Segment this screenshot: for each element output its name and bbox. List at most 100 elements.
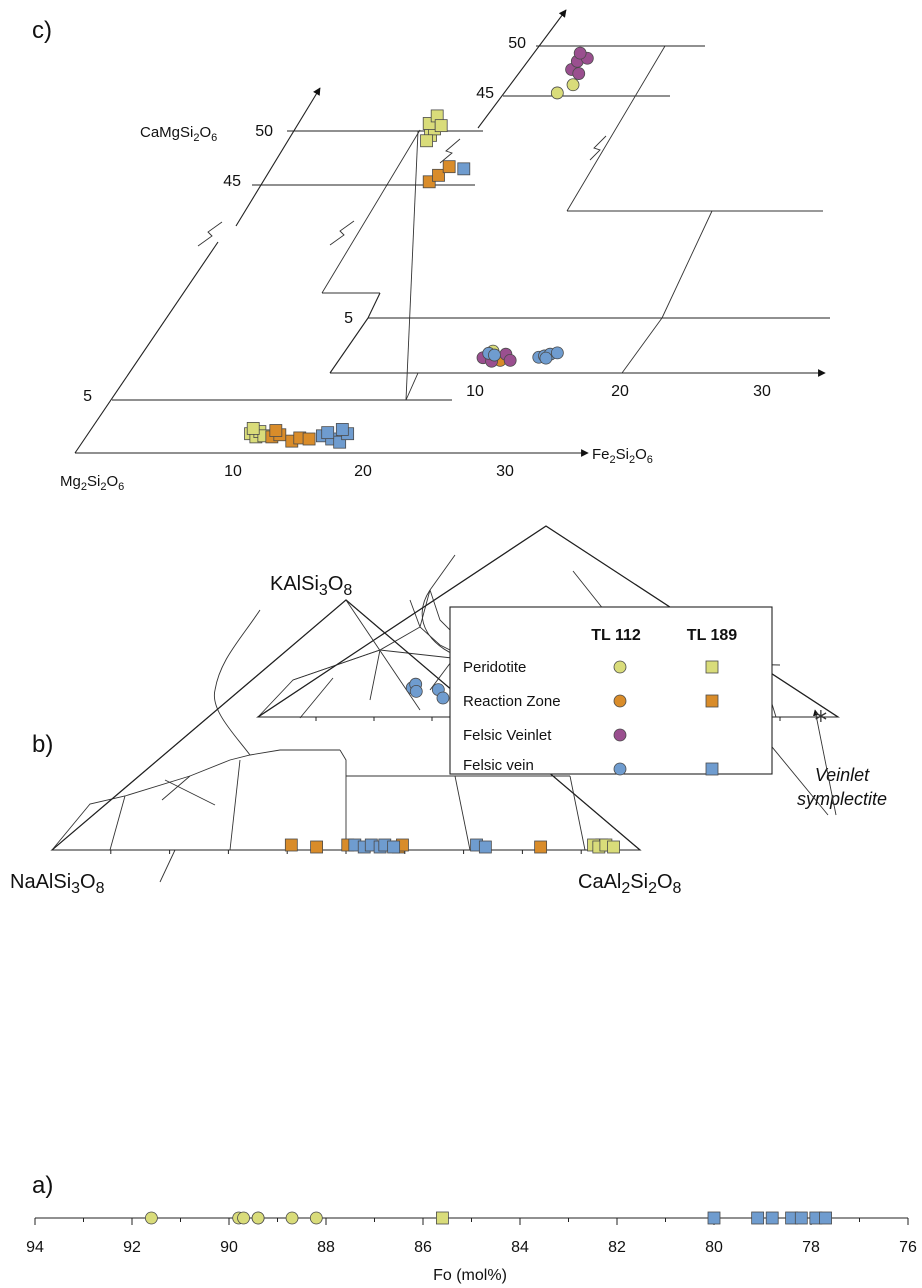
a-tl189-felsic-vein-point bbox=[794, 1211, 808, 1225]
legend-row-peridotite: Peridotite bbox=[463, 659, 526, 676]
y-axis-label-camgsi2o6: CaMgSi2O6 bbox=[140, 124, 217, 144]
front-y-axis-lower bbox=[74, 241, 219, 454]
panel-c-back-frame bbox=[321, 9, 830, 377]
fo-axis-ticks: 94 92 90 88 86 84 82 80 78 76 bbox=[26, 1218, 917, 1256]
ternary-back-field-1 bbox=[572, 570, 605, 611]
back-y-axis-lower bbox=[329, 317, 369, 374]
legend-marker-tl112-felsic-vein bbox=[613, 762, 627, 776]
a-tl112-peridotite-point bbox=[237, 1211, 250, 1225]
c-back-peridotite-point bbox=[550, 86, 564, 100]
back-y-tick-45: 45 bbox=[476, 85, 494, 102]
back-x-tick-10: 10 bbox=[466, 383, 484, 400]
ternary-front-field-9 bbox=[339, 749, 347, 850]
back-x-tick-30: 30 bbox=[753, 383, 771, 400]
a-tl112-peridotite-point bbox=[251, 1211, 265, 1225]
ternary-front-field-5 bbox=[159, 849, 176, 883]
c-front-reaction-zone-point bbox=[302, 432, 316, 446]
panel-a: a) 94 92 90 88 86 84 82 80 78 76 Fo (mol%) bbox=[26, 1172, 917, 1284]
legend-col-tl112: TL 112 bbox=[591, 627, 641, 644]
a-tl189-felsic-vein-point bbox=[819, 1211, 832, 1225]
back-ref-diagonal-upper bbox=[566, 45, 666, 212]
back-y-tick-50: 50 bbox=[508, 35, 526, 52]
legend: TL 112 TL 189 Peridotite Reaction Zone F… bbox=[449, 606, 773, 776]
fo-tick-label: 78 bbox=[802, 1239, 820, 1256]
b-tl189-peridotite-point bbox=[607, 840, 620, 854]
c-front-peridotite-point bbox=[246, 421, 260, 435]
x-axis-label-fe2si2o6: Fe2Si2O6 bbox=[592, 446, 653, 466]
apex-label-naalsi3o8: NaAlSi3O8 bbox=[10, 871, 105, 897]
panel-b-label: b) bbox=[32, 731, 53, 758]
front-break-mark bbox=[197, 221, 223, 247]
fo-tick-label: 84 bbox=[511, 1239, 529, 1256]
c-back-felsic-vein-point bbox=[550, 346, 564, 360]
panel-c: c) bbox=[32, 9, 830, 493]
annotation-veinlet-symplectite: Veinlet symplectite bbox=[797, 765, 887, 809]
ternary-front-field-7 bbox=[213, 609, 261, 756]
ternary-front-field-12 bbox=[569, 775, 586, 851]
apex-label-kalsi3o8: KAlSi3O8 bbox=[270, 573, 352, 599]
legend-marker-tl189-peridotite bbox=[705, 660, 719, 674]
back-y-axis-upper bbox=[477, 9, 567, 129]
legend-marker-tl112-felsic-veinlet bbox=[613, 728, 627, 742]
a-tl112-peridotite-point bbox=[144, 1211, 158, 1225]
apex-label-caal2si2o8: CaAl2Si2O8 bbox=[578, 871, 682, 897]
front-y-tick-5: 5 bbox=[83, 388, 92, 405]
c-back-felsic-veinlet-point bbox=[572, 67, 586, 80]
ternary-front-field-3 bbox=[109, 795, 126, 851]
c-front-peridotite-point bbox=[420, 134, 433, 148]
back-x-tick-20: 20 bbox=[611, 383, 629, 400]
front-ref-line bbox=[405, 130, 419, 401]
panel-c-tick-labels: 10 20 30 5 45 50 10 20 30 5 45 50 bbox=[83, 35, 771, 480]
b-tl112-felsic-vein-point bbox=[436, 691, 450, 705]
origin-label-mg2si2o6: Mg2Si2O6 bbox=[60, 473, 124, 493]
ternary-front-field-11 bbox=[454, 775, 471, 851]
a-tl189-felsic-vein-point bbox=[751, 1211, 765, 1225]
legend-box bbox=[449, 606, 773, 775]
b-tl189-felsic-vein-point bbox=[478, 840, 492, 854]
c-front-peridotite-point bbox=[434, 119, 448, 133]
c-front-felsic-vein-point bbox=[321, 426, 335, 440]
back-break-mark-right bbox=[589, 135, 607, 161]
b-tl189-reaction-zone-point bbox=[534, 840, 548, 854]
legend-row-reaction-zone: Reaction Zone bbox=[463, 693, 561, 710]
a-tl189-peridotite-point bbox=[435, 1211, 449, 1225]
panel-a-label: a) bbox=[32, 1172, 53, 1199]
fo-tick-label: 92 bbox=[123, 1239, 141, 1256]
c-back-felsic-veinlet-point bbox=[573, 46, 587, 60]
b-tl189-felsic-vein-point bbox=[387, 840, 401, 854]
c-back-felsic-veinlet-point bbox=[503, 353, 517, 367]
legend-col-tl189: TL 189 bbox=[687, 627, 738, 644]
c-front-reaction-zone-point bbox=[432, 168, 445, 182]
ternary-back-field-6 bbox=[429, 554, 456, 591]
front-break-mark-2 bbox=[329, 220, 355, 246]
back-y-tick-5: 5 bbox=[344, 310, 353, 327]
c-front-reaction-zone-point bbox=[442, 160, 456, 174]
panel-c-front-points bbox=[244, 109, 471, 449]
ternary-front-field-4 bbox=[189, 749, 340, 777]
b-tl189-reaction-zone-point bbox=[310, 840, 324, 854]
c-back-felsic-vein-point bbox=[539, 351, 553, 365]
back-gap-box-left bbox=[321, 129, 421, 294]
a-tl189-felsic-vein-point bbox=[707, 1211, 721, 1225]
panel-c-back-points bbox=[476, 46, 594, 368]
legend-markers bbox=[613, 660, 719, 776]
ternary-front-field-6 bbox=[229, 759, 241, 851]
a-tl189-felsic-vein-point bbox=[765, 1211, 779, 1225]
panel-c-front-frame bbox=[74, 87, 589, 457]
fo-tick-label: 82 bbox=[608, 1239, 626, 1256]
legend-marker-tl112-peridotite bbox=[613, 660, 627, 674]
a-tl112-peridotite-point bbox=[309, 1211, 323, 1225]
front-x-tick-10: 10 bbox=[224, 463, 242, 480]
panel-c-label: c) bbox=[32, 17, 52, 44]
legend-marker-tl112-reaction-zone bbox=[613, 694, 627, 708]
panel-b: b) bbox=[10, 525, 887, 897]
fo-tick-label: 80 bbox=[705, 1239, 723, 1256]
fo-tick-label: 88 bbox=[317, 1239, 335, 1256]
c-back-felsic-vein-point bbox=[488, 348, 501, 362]
front-y-axis-upper bbox=[235, 87, 321, 227]
fo-tick-label: 90 bbox=[220, 1239, 238, 1256]
front-x-tick-20: 20 bbox=[354, 463, 372, 480]
back-ref-diagonal-lower bbox=[621, 317, 663, 374]
annotation-arrow-2 bbox=[813, 709, 837, 816]
